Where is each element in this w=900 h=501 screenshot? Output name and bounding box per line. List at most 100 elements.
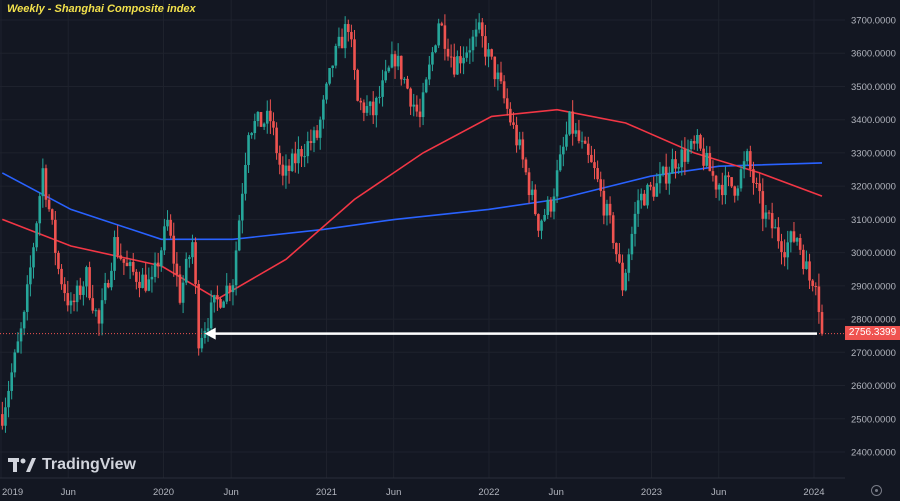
candle — [178, 265, 182, 305]
candle-body — [686, 149, 690, 162]
candle — [590, 145, 593, 163]
candle — [431, 47, 434, 72]
candle-body — [191, 242, 194, 258]
candle-body — [552, 196, 556, 212]
candle — [47, 194, 51, 212]
candle-body — [309, 141, 313, 143]
price-axis[interactable]: 2400.0000 2500.0000 2600.0000 2700.0000 2800… — [851, 16, 896, 459]
candle — [437, 18, 440, 49]
candle-body — [216, 295, 219, 300]
candle — [303, 143, 306, 168]
candle-body — [456, 56, 459, 75]
candle-body — [206, 328, 210, 331]
candle — [150, 265, 154, 293]
candle-body — [66, 293, 70, 306]
candle-body — [412, 104, 416, 107]
candle — [434, 44, 437, 54]
x-tick-label: 2021 — [316, 487, 337, 498]
candle — [315, 125, 319, 141]
candle-body — [91, 298, 95, 311]
candle-body — [717, 184, 721, 190]
candle-body — [618, 254, 621, 263]
candle-body — [294, 153, 297, 164]
candle-body — [119, 255, 123, 259]
candle — [621, 254, 624, 296]
candle — [524, 157, 528, 176]
candle-body — [702, 148, 705, 166]
candle-body — [41, 168, 45, 197]
candle-body — [611, 215, 615, 244]
candle — [259, 111, 263, 127]
time-axis[interactable]: 2019 Jun 2020 Jun 2021 Jun 2022 Jun 2023 Jun 2024 — [0, 477, 845, 498]
candle-body — [749, 151, 752, 170]
candle-body — [325, 83, 328, 100]
candle-body — [549, 199, 553, 212]
candle — [181, 275, 185, 314]
candle-body — [577, 130, 581, 141]
candle — [792, 221, 796, 243]
candle-body — [449, 56, 453, 58]
candle — [69, 292, 73, 314]
candle-body — [269, 110, 272, 122]
candle — [88, 261, 91, 301]
x-tick-label: 2023 — [641, 487, 662, 498]
candle — [724, 166, 727, 205]
candle — [624, 268, 627, 292]
candle — [615, 242, 618, 262]
candle — [409, 87, 412, 115]
settings-gear-icon[interactable] — [871, 485, 882, 496]
candle — [465, 46, 469, 62]
candle — [446, 38, 450, 61]
candle-body — [103, 283, 107, 301]
candle-body — [468, 50, 472, 53]
candle-body — [29, 267, 32, 285]
candle — [767, 210, 771, 220]
candle-body — [696, 134, 699, 144]
candle-body — [328, 68, 331, 84]
candle — [568, 111, 571, 136]
candle-body — [636, 200, 640, 214]
candle-body — [677, 167, 680, 169]
candle-body — [32, 247, 35, 268]
candle — [664, 153, 668, 190]
candle-body — [477, 22, 481, 30]
candle-body — [758, 183, 761, 192]
candle-body — [225, 285, 229, 302]
candle-body — [521, 139, 525, 160]
last-price-label: 2756.3399 — [845, 326, 900, 340]
candle — [527, 167, 531, 204]
candle-body — [499, 72, 503, 82]
candle — [163, 218, 166, 256]
x-tick-label: Jun — [711, 487, 726, 498]
candle — [312, 126, 316, 153]
candle — [107, 279, 110, 289]
y-tick-label: 3100.0000 — [851, 215, 896, 226]
candle-body — [630, 233, 634, 255]
candle — [378, 85, 381, 104]
candle-body — [440, 23, 444, 26]
candle-body — [75, 285, 79, 303]
candle-body — [692, 141, 696, 144]
candle — [309, 129, 313, 151]
candle-body — [331, 65, 335, 69]
candle-body — [219, 299, 222, 308]
candle — [66, 281, 70, 312]
candle — [474, 18, 478, 47]
candle-body — [350, 31, 353, 40]
candle-body — [418, 111, 422, 118]
candle — [655, 173, 659, 197]
candle-body — [646, 184, 649, 206]
y-tick-label: 3400.0000 — [851, 115, 896, 126]
candle — [244, 152, 247, 201]
candle-body — [406, 78, 409, 89]
candle — [206, 318, 210, 342]
candle — [630, 226, 634, 261]
candle — [60, 264, 63, 290]
candle-body — [814, 286, 818, 288]
candle-body — [125, 262, 129, 267]
moving-average-line — [1, 162, 823, 241]
candle-body — [502, 81, 506, 99]
candle — [702, 137, 705, 171]
